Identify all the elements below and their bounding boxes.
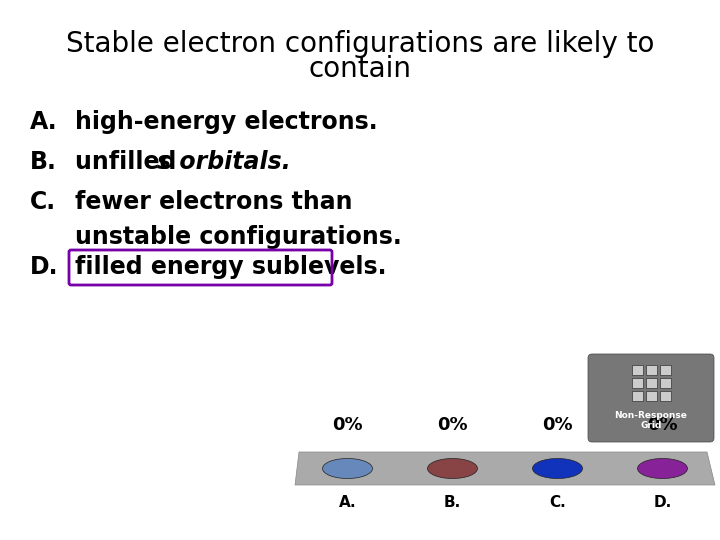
FancyBboxPatch shape xyxy=(646,391,657,401)
Text: B.: B. xyxy=(444,495,461,510)
FancyBboxPatch shape xyxy=(646,365,657,375)
Text: D.: D. xyxy=(653,495,672,510)
FancyBboxPatch shape xyxy=(631,378,642,388)
Text: A.: A. xyxy=(338,495,356,510)
Text: unstable configurations.: unstable configurations. xyxy=(75,225,402,249)
Ellipse shape xyxy=(637,458,688,478)
Text: contain: contain xyxy=(308,55,412,83)
Text: D.: D. xyxy=(30,255,58,279)
Ellipse shape xyxy=(323,458,372,478)
Text: B.: B. xyxy=(30,150,57,174)
Text: A.: A. xyxy=(30,110,58,134)
Text: 0%: 0% xyxy=(332,416,363,434)
FancyBboxPatch shape xyxy=(660,378,670,388)
FancyBboxPatch shape xyxy=(646,378,657,388)
Ellipse shape xyxy=(533,458,582,478)
Ellipse shape xyxy=(428,458,477,478)
FancyBboxPatch shape xyxy=(660,391,670,401)
Text: C.: C. xyxy=(30,190,56,214)
Text: 0%: 0% xyxy=(647,416,678,434)
Polygon shape xyxy=(295,452,715,485)
FancyBboxPatch shape xyxy=(660,365,670,375)
Text: Grid: Grid xyxy=(640,422,662,430)
FancyBboxPatch shape xyxy=(631,391,642,401)
FancyBboxPatch shape xyxy=(631,365,642,375)
Text: Stable electron configurations are likely to: Stable electron configurations are likel… xyxy=(66,30,654,58)
Text: C.: C. xyxy=(549,495,566,510)
Text: 0%: 0% xyxy=(437,416,468,434)
Text: fewer electrons than: fewer electrons than xyxy=(75,190,353,214)
Text: unfilled: unfilled xyxy=(75,150,184,174)
Text: 0%: 0% xyxy=(542,416,573,434)
Text: filled energy sublevels.: filled energy sublevels. xyxy=(75,255,387,279)
Text: s orbitals.: s orbitals. xyxy=(157,150,291,174)
FancyBboxPatch shape xyxy=(588,354,714,442)
Text: Non-Response: Non-Response xyxy=(615,411,688,421)
Text: high-energy electrons.: high-energy electrons. xyxy=(75,110,377,134)
